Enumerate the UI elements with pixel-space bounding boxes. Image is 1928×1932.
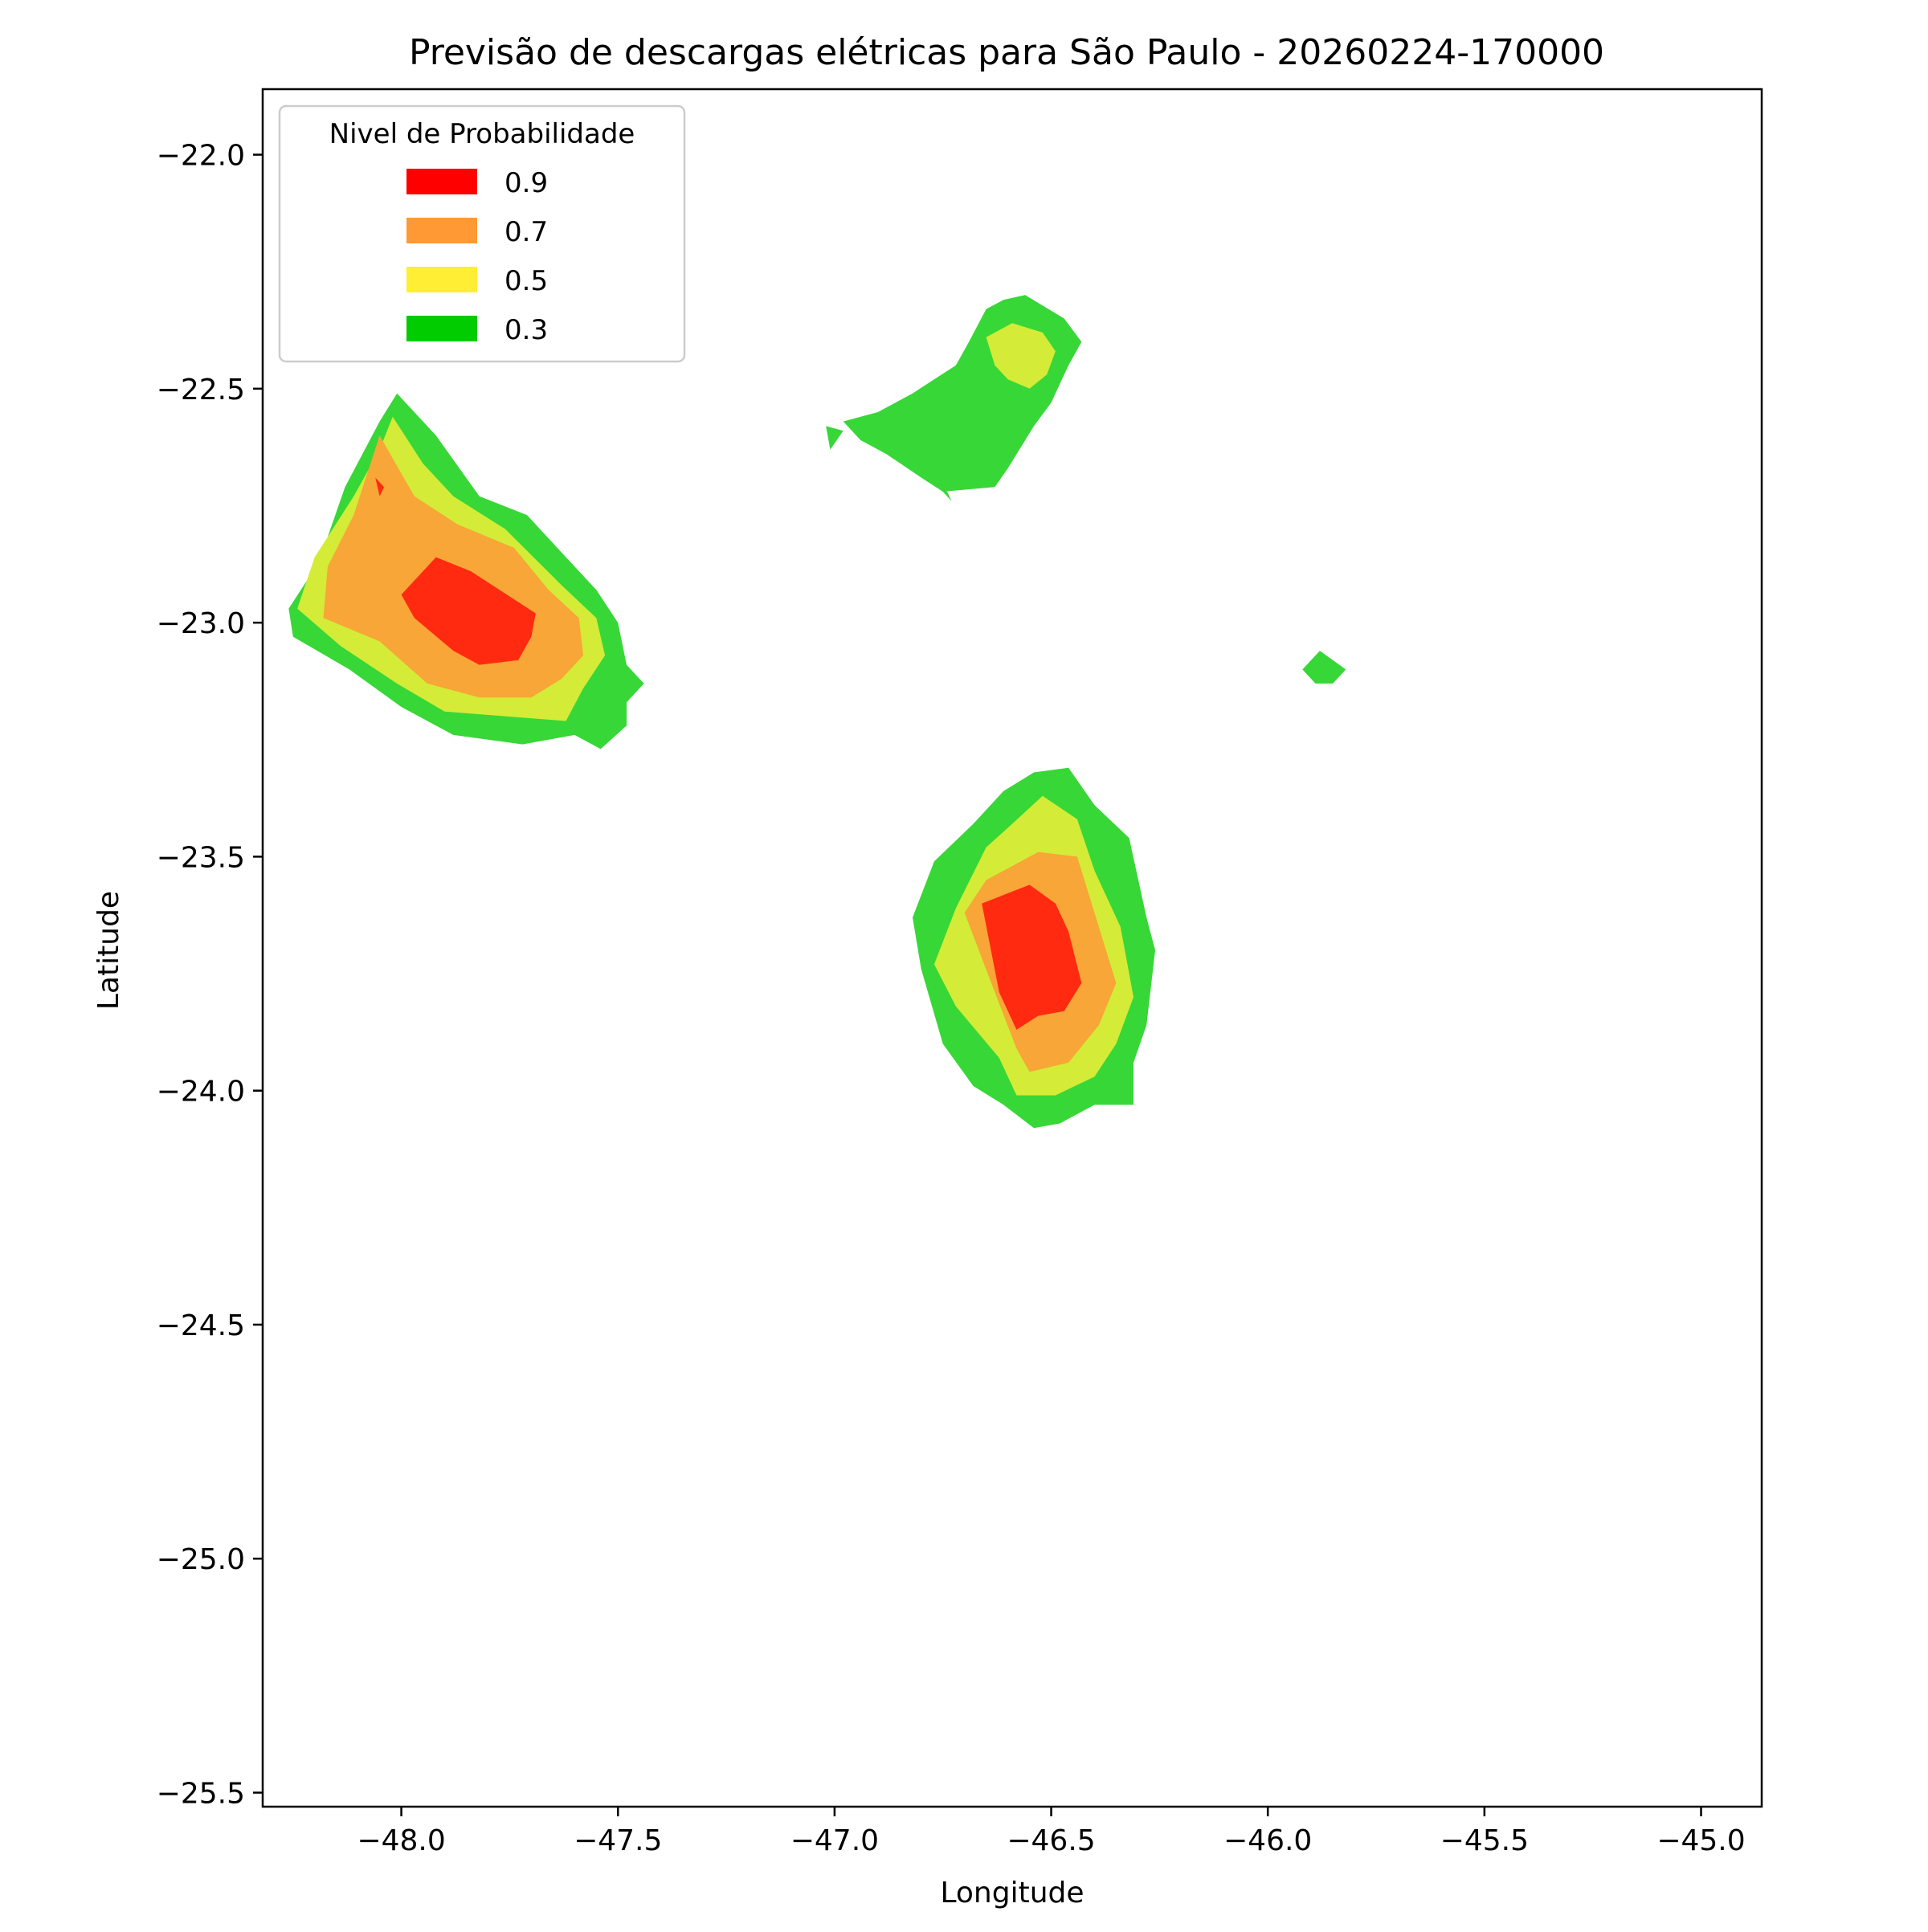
legend-frame [278,104,686,363]
contour-level-03-east-cell-0 [1302,651,1346,684]
x-tick-label: −47.0 [790,1824,879,1857]
plot-area [261,88,1763,1808]
legend-swatch-07 [406,218,477,243]
contour-level-09-west-cell-4 [375,477,384,496]
contour-level-09-west-cell-3 [401,557,536,665]
y-tick-label: −23.5 [157,841,245,874]
x-axis: −48.0 −47.5 −47.0 −46.5 −46.0 −45.5 −45.0 [357,1807,1746,1857]
legend-label-05: 0.5 [504,265,548,297]
chart-title: Previsão de descargas elétricas para São… [409,32,1604,73]
storm-cell-north-cell [826,295,1082,501]
x-tick-label: −45.0 [1656,1824,1745,1857]
y-axis: −22.0 −22.5 −23.0 −23.5 −24.0 −24.5 −25.0 −25.5 [157,140,263,1811]
y-tick-label: −24.5 [157,1309,245,1342]
y-tick-label: −24.0 [157,1076,245,1109]
plot-frame [261,88,1763,1808]
legend: Nivel de Probabilidade 0.9 0.7 0.5 0.3 [278,104,686,363]
y-tick-label: −22.0 [157,140,245,173]
y-tick-label: −25.5 [157,1778,245,1811]
x-tick-label: −45.5 [1440,1824,1529,1857]
x-axis-label: Longitude [940,1877,1084,1910]
legend-swatch-05 [406,267,477,292]
contour-level-03-north-cell-2 [826,426,844,450]
x-tick-label: −46.0 [1223,1824,1312,1857]
storm-cell-east-cell [1302,651,1346,684]
y-tick-label: −25.0 [157,1543,245,1576]
x-tick-label: −46.5 [1007,1824,1095,1857]
contour-layer [288,295,1346,1129]
legend-swatch-03 [406,316,477,341]
legend-label-09: 0.9 [504,167,548,199]
x-tick-label: −48.0 [357,1824,445,1857]
y-axis-label: Latitude [92,891,125,1010]
y-tick-label: −23.0 [157,607,245,640]
storm-cell-west-cell [288,393,644,750]
contour-level-03-north-cell-3 [938,487,952,501]
legend-swatch-09 [406,169,477,194]
legend-label-03: 0.3 [504,314,548,346]
storm-cell-south-cell [913,767,1155,1129]
legend-entries: 0.9 0.7 0.5 0.3 [406,167,548,346]
contour-level-09-south-cell-3 [982,884,1082,1030]
legend-title: Nivel de Probabilidade [329,118,635,150]
contour-level-05-north-cell-1 [986,323,1056,389]
x-tick-label: −47.5 [574,1824,662,1857]
y-tick-label: −22.5 [157,374,245,406]
legend-label-07: 0.7 [504,216,548,248]
